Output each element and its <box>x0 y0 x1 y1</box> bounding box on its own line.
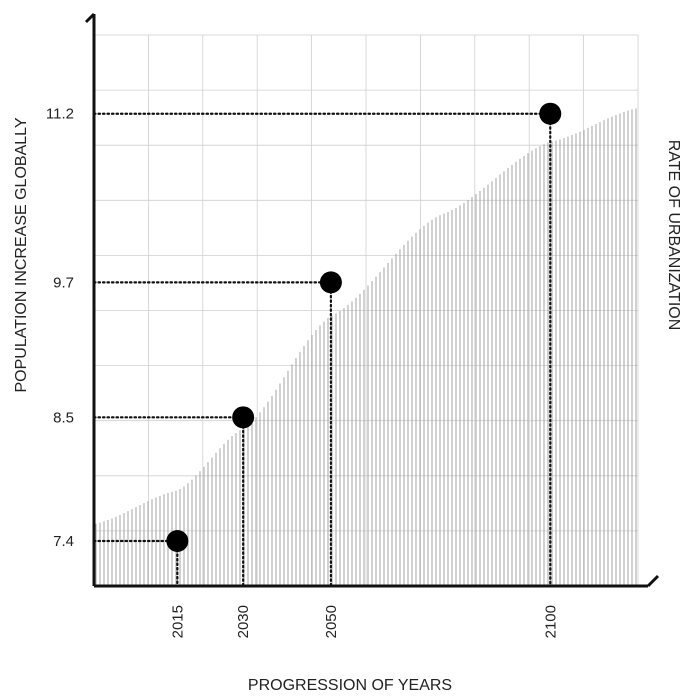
data-point <box>166 530 189 553</box>
y-tick-label: 7.4 <box>53 533 74 550</box>
data-point <box>319 271 342 294</box>
hatched-area <box>95 108 637 586</box>
y-tick-label: 9.7 <box>53 274 74 291</box>
axes <box>84 12 660 588</box>
x-tick-label: 2015 <box>169 605 186 638</box>
data-point <box>232 406 255 429</box>
y-axis-label: POPULATION INCREASE GLOBALLY <box>13 117 30 392</box>
data-point <box>539 102 562 125</box>
x-tick-label: 2050 <box>323 605 340 638</box>
x-axis-label: PROGRESSION OF YEARS <box>248 677 452 694</box>
y-axis-arrow <box>84 12 96 24</box>
x-axis-arrow <box>646 574 660 588</box>
x-tick-label: 2030 <box>235 605 252 638</box>
data-points <box>166 102 562 553</box>
tick-labels: 7.4 8.5 9.7 11.2 2015 2030 2050 2100 <box>46 106 559 639</box>
y-tick-label: 8.5 <box>53 409 74 426</box>
y-tick-label: 11.2 <box>46 106 74 123</box>
guide-lines <box>92 112 552 588</box>
x-tick-label: 2100 <box>542 605 559 638</box>
right-axis-label: RATE OF URBANIZATION <box>665 140 682 331</box>
